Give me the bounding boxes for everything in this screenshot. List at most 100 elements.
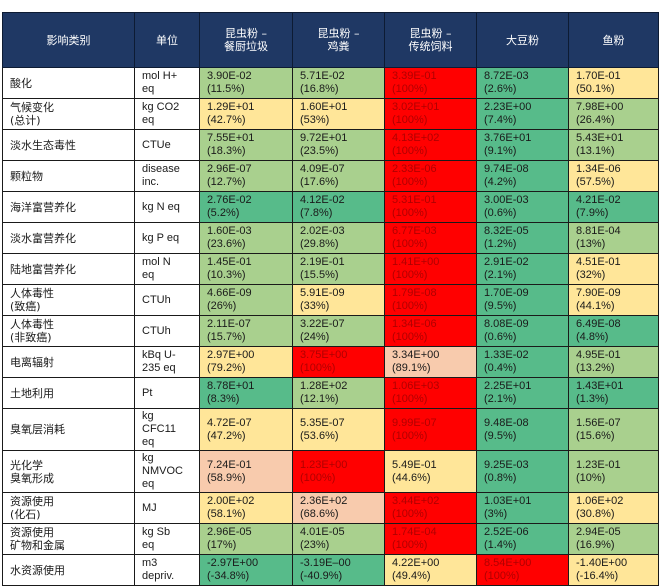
- unit-cell: MJ: [134, 492, 200, 524]
- value-cell: 6.77E-03 (100%): [384, 222, 477, 254]
- value-text: 5.43E+01: [576, 132, 624, 144]
- percent-text: (100%): [392, 145, 428, 157]
- value-cell: 2.97E+00 (79.2%): [199, 346, 293, 378]
- value-text: 9.48E-08: [484, 416, 529, 429]
- percent-text: (100%): [392, 238, 428, 250]
- percent-text: (-40.9%): [300, 570, 343, 582]
- percent-text: (0.4%): [484, 362, 517, 374]
- percent-text: (16.8%): [300, 83, 339, 95]
- impact-category-cell: 人体毒性 (致癌): [2, 284, 135, 316]
- impact-category-cell: 臭氧层消耗: [2, 408, 135, 451]
- value-cell: 7.98E+00 (26.4%): [568, 98, 659, 130]
- value-text: 8.54E+00: [484, 557, 532, 569]
- percent-text: (44.6%): [392, 471, 431, 484]
- percent-text: (23.5%): [300, 145, 339, 157]
- value-text: 1.41E+00: [392, 256, 440, 268]
- unit-cell: CTUh: [134, 315, 200, 347]
- percent-text: (79.2%): [207, 362, 246, 374]
- value-cell: 1.03E+01 (3%): [476, 492, 569, 524]
- value-cell: 5.71E-02 (16.8%): [292, 67, 385, 99]
- value-text: 3.75E+00: [300, 349, 348, 361]
- percent-text: (2.1%): [484, 393, 517, 405]
- table-row: 海洋富营养化 kg N eq 2.76E-02 (5.2%) 4.12E-02 (7.8%…: [2, 191, 659, 223]
- value-cell: 7.55E+01 (18.3%): [199, 129, 293, 161]
- value-cell: 3.00E-03 (0.6%): [476, 191, 569, 223]
- percent-text: (-34.8%): [207, 570, 250, 582]
- percent-text: (9.1%): [484, 145, 517, 157]
- value-cell: 2.91E-02 (2.1%): [476, 253, 569, 285]
- value-text: 1.70E-01: [576, 70, 621, 82]
- percent-text: (4.8%): [576, 331, 609, 343]
- value-text: 4.12E-02: [300, 194, 345, 206]
- value-cell: 8.08E-09 (0.6%): [476, 315, 569, 347]
- value-cell: 4.72E-07 (47.2%): [199, 408, 293, 451]
- value-cell: 8.72E-03 (2.6%): [476, 67, 569, 99]
- impact-category-cell: 光化学 臭氧形成: [2, 450, 135, 493]
- value-text: 7.90E-09: [576, 287, 621, 299]
- unit-cell: kg CFC11 eq: [134, 408, 200, 451]
- value-cell: 3.44E+02 (100%): [384, 492, 477, 524]
- value-text: 8.08E-09: [484, 318, 529, 330]
- value-text: -3.19E–00: [300, 557, 351, 569]
- value-cell: 9.48E-08 (9.5%): [476, 408, 569, 451]
- percent-text: (1.2%): [484, 238, 517, 250]
- percent-text: (23.6%): [207, 238, 246, 250]
- percent-text: (17.6%): [300, 176, 339, 188]
- value-cell: 3.90E-02 (11.5%): [199, 67, 293, 99]
- percent-text: (9.5%): [484, 300, 517, 312]
- table-row: 臭氧层消耗 kg CFC11 eq 4.72E-07 (47.2%) 5.35E-07(…: [2, 408, 659, 451]
- percent-text: (100%): [392, 331, 428, 343]
- value-text: 1.43E+01: [576, 380, 624, 392]
- value-text: 3.39E-01: [392, 70, 437, 82]
- percent-text: (32%): [576, 269, 606, 281]
- value-cell: 5.49E-01 (44.6%): [384, 450, 477, 493]
- value-text: 7.55E+01: [207, 132, 255, 144]
- table-row: 淡水富营养化 kg P eq 1.60E-03 (23.6%) 2.02E-03 (29.…: [2, 222, 659, 254]
- value-text: 2.00E+02: [207, 495, 255, 507]
- table-row: 淡水生态毒性 CTUe 7.55E+01 (18.3%) 9.72E+01 (23.5%)…: [2, 129, 659, 161]
- percent-text: (100%): [392, 300, 428, 312]
- value-cell: -3.19E–00 (-40.9%): [292, 554, 385, 586]
- header-fish-meal: 鱼粉: [568, 12, 659, 68]
- percent-text: (13.1%): [576, 145, 615, 157]
- table-row: 土地利用 Pt 8.78E+01 (8.3%) 1.28E+02 (12.1%) 1.06E…: [2, 377, 659, 409]
- value-cell: 1.29E+01 (42.7%): [199, 98, 293, 130]
- percent-text: (17%): [207, 539, 237, 551]
- value-cell: 7.90E-09 (44.1%): [568, 284, 659, 316]
- percent-text: (7.8%): [300, 207, 333, 219]
- value-cell: 4.95E-01 (13.2%): [568, 346, 659, 378]
- value-cell: 1.34E-06 (57.5%): [568, 160, 659, 192]
- percent-text: (58.1%): [207, 508, 246, 520]
- header-soybean-meal: 大豆粉: [476, 12, 569, 68]
- unit-cell: disease inc.: [134, 160, 200, 192]
- header-insect-chicken-manure: 昆虫粉 – 鸡粪: [292, 12, 385, 68]
- percent-text: (1.4%): [484, 539, 517, 551]
- impact-category-cell: 酸化: [2, 67, 135, 99]
- value-text: 4.51E-01: [576, 256, 621, 268]
- value-text: 2.23E+00: [484, 101, 532, 113]
- percent-text: (100%): [392, 207, 428, 219]
- value-text: -2.97E+00: [207, 557, 259, 569]
- value-text: 3.44E+02: [392, 495, 440, 507]
- percent-text: (100%): [392, 508, 428, 520]
- header-insect-conventional-feed: 昆虫粉 – 传统饲料: [384, 12, 477, 68]
- value-cell: 1.34E-06 (100%): [384, 315, 477, 347]
- percent-text: (13%): [576, 238, 606, 250]
- value-text: 7.98E+00: [576, 101, 624, 113]
- value-text: 5.71E-02: [300, 70, 345, 82]
- percent-text: (89.1%): [392, 362, 431, 374]
- value-text: 8.72E-03: [484, 70, 529, 82]
- unit-cell: kg N eq: [134, 191, 200, 223]
- value-text: 1.03E+01: [484, 495, 532, 507]
- value-text: 3.34E+00: [392, 349, 440, 361]
- value-text: 3.90E-02: [207, 70, 252, 82]
- value-cell: 6.49E-08 (4.8%): [568, 315, 659, 347]
- percent-text: (26%): [207, 300, 237, 312]
- impact-category-cell: 资源使用 (化石): [2, 492, 135, 524]
- value-text: 9.25E-03: [484, 458, 529, 471]
- percent-text: (50.1%): [576, 83, 615, 95]
- value-cell: 2.96E-05 (17%): [199, 523, 293, 555]
- impact-category-cell: 陆地富营养化: [2, 253, 135, 285]
- value-cell: 5.31E-01 (100%): [384, 191, 477, 223]
- value-cell: 4.22E+00 (49.4%): [384, 554, 477, 586]
